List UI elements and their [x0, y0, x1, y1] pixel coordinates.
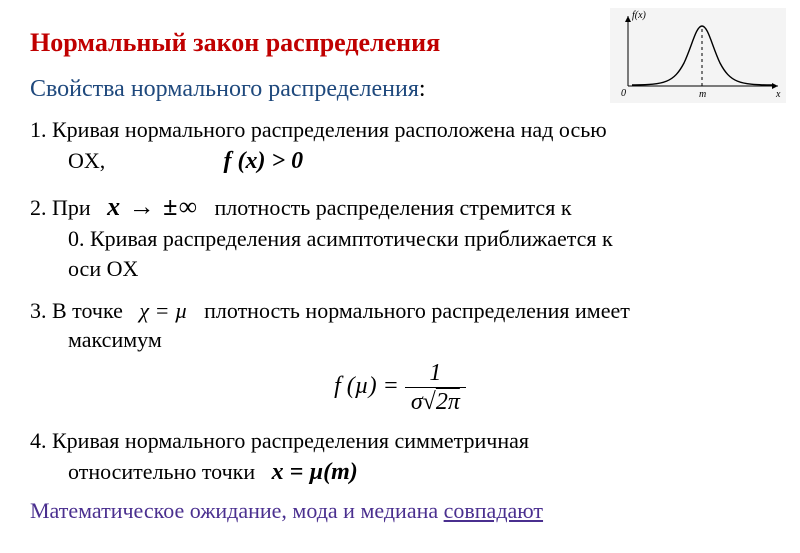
footer-line: Математическое ожидание, мода и медиана … — [30, 498, 770, 524]
p1-formula: f (x) > 0 — [224, 148, 304, 174]
subtitle-colon: : — [419, 76, 426, 102]
p4-a: 4. Кривая нормального распределения симм… — [30, 428, 529, 453]
p2-b: плотность распределения стремится к — [214, 195, 571, 220]
p2-c: 0. Кривая распределения асимптотически п… — [30, 224, 613, 254]
p3-formula-sigma: σ — [411, 389, 423, 415]
p1-line1: 1. Кривая нормального распределения расп… — [30, 117, 607, 142]
plot-origin-label: 0 — [621, 88, 626, 99]
p2-a: 2. При — [30, 195, 91, 220]
p1-ox: OX, — [30, 146, 218, 176]
p3-b: плотность нормального распределения имее… — [204, 298, 630, 323]
footer-a: Математическое ожидание, мода и медиана — [30, 498, 444, 523]
density-plot-panel: f(x) 0 m x — [610, 8, 786, 103]
slide: f(x) 0 m x Нормальный закон распределени… — [0, 0, 800, 553]
plot-x-label: x — [775, 89, 781, 100]
property-1: 1. Кривая нормального распределения расп… — [30, 115, 770, 177]
footer-b: совпадают — [444, 498, 543, 523]
p3-formula: f (µ) = 1 σ√2π — [30, 361, 770, 414]
p3-c: максимум — [30, 325, 162, 355]
p4-math: x = µ(m) — [272, 459, 358, 485]
p2-math: x → ±∞ — [107, 192, 198, 221]
p3-formula-lhs: f (µ) = — [334, 373, 399, 399]
p3-formula-rad: 2π — [436, 389, 460, 415]
p3-a: 3. В точке — [30, 298, 123, 323]
subtitle-text: Свойства нормального распределения — [30, 76, 419, 102]
p3-formula-num: 1 — [405, 361, 466, 388]
p2-d: оси OX — [30, 254, 138, 284]
property-4: 4. Кривая нормального распределения симм… — [30, 426, 770, 488]
plot-y-label: f(x) — [632, 10, 647, 21]
p3-math: χ = µ — [139, 298, 187, 323]
density-plot: f(x) 0 m x — [610, 8, 786, 103]
property-2: 2. При x → ±∞ плотность распределения ст… — [30, 189, 770, 283]
p4-b: относительно точки — [30, 457, 255, 487]
plot-mean-label: m — [699, 89, 706, 100]
property-3: 3. В точке χ = µ плотность нормального р… — [30, 296, 770, 355]
